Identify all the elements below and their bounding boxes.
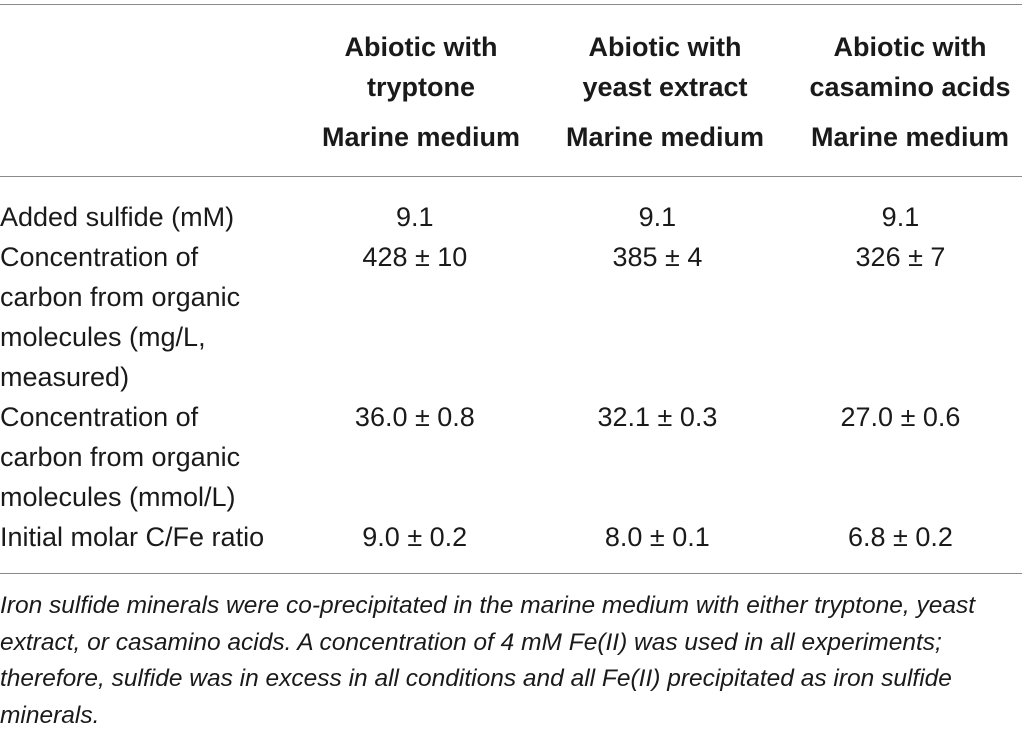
table-cell: 9.0 ± 0.2 [362,522,468,552]
column-subtitle: Marine medium [321,122,521,152]
top-rule [0,4,1022,5]
column-title: Abiotic with tryptone [344,32,498,102]
table-cell: 326 ± 7 [855,242,946,272]
table-row: Concentration of carbon from organic mol… [0,397,1022,517]
table-cell: 428 ± 10 [362,242,468,272]
column-header-tryptone: Abiotic with tryptone Marine medium [296,27,546,157]
column-header-yeast-extract: Abiotic with yeast extract Marine medium [540,27,790,157]
table-body: Added sulfide (mM) 9.1 9.1 9.1 Concentra… [0,197,1022,557]
table-cell: 27.0 ± 0.6 [840,402,961,432]
bottom-rule [0,573,1022,574]
table-cell: 385 ± 4 [612,242,703,272]
row-label: Concentration of carbon from organic mol… [0,242,241,392]
table-cell: 32.1 ± 0.3 [597,402,718,432]
table-cell: 9.1 [638,202,677,232]
column-title: Abiotic with casamino acids [809,32,1011,102]
row-label: Concentration of carbon from organic mol… [0,402,241,512]
header-rule [0,176,1022,177]
row-label: Added sulfide (mM) [0,202,235,232]
column-subtitle: Marine medium [810,122,1010,152]
table-cell: 36.0 ± 0.8 [354,402,475,432]
table-footnote: Iron sulfide minerals were co-precipitat… [0,592,975,729]
table-cell: 8.0 ± 0.1 [604,522,710,552]
table-cell: 9.1 [395,202,434,232]
column-title: Abiotic with yeast extract [582,32,748,102]
column-subtitle: Marine medium [565,122,765,152]
row-label: Initial molar C/Fe ratio [0,522,265,552]
table-row: Initial molar C/Fe ratio 9.0 ± 0.2 8.0 ±… [0,517,1022,557]
table-cell: 9.1 [881,202,920,232]
table-row: Concentration of carbon from organic mol… [0,237,1022,397]
table-cell: 6.8 ± 0.2 [848,522,953,552]
column-header-casamino-acids: Abiotic with casamino acids Marine mediu… [785,27,1022,157]
table-row: Added sulfide (mM) 9.1 9.1 9.1 [0,197,1022,237]
